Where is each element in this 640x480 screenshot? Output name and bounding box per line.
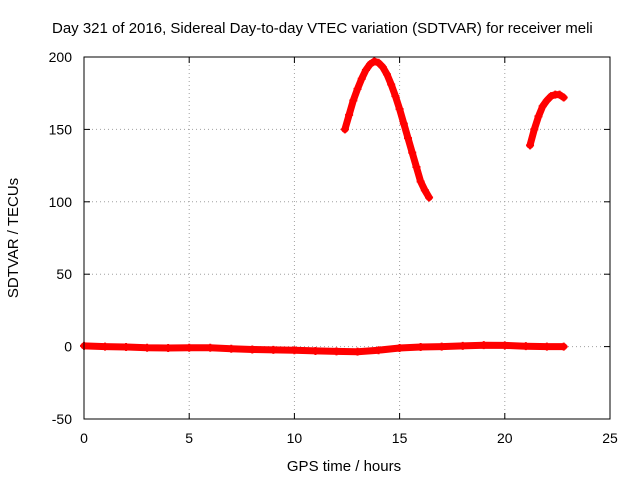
data-point-arc-2 — [538, 102, 547, 111]
data-point-baseline — [122, 343, 131, 352]
data-point-baseline — [521, 342, 530, 351]
data-point-arc-1 — [425, 193, 434, 202]
data-point-arc-2 — [555, 90, 564, 99]
data-point-arc-1 — [357, 74, 366, 83]
data-point-arc-1 — [399, 119, 408, 128]
data-point-baseline — [500, 341, 509, 350]
data-point-arc-1 — [374, 58, 383, 67]
data-point-arc-1 — [366, 60, 375, 69]
data-point-baseline — [437, 342, 446, 351]
data-point-baseline — [353, 347, 362, 356]
data-point-arc-1 — [395, 105, 404, 114]
data-point-baseline — [227, 344, 236, 353]
data-point-baseline — [374, 346, 383, 355]
x-tick-label: 25 — [602, 430, 618, 446]
y-tick-label: 100 — [49, 194, 73, 210]
y-tick-label: 50 — [56, 266, 72, 282]
x-tick-label: 15 — [392, 430, 408, 446]
data-series — [80, 57, 568, 356]
plot-frame — [83, 56, 611, 420]
data-point-arc-1 — [353, 84, 362, 93]
x-tick-label: 5 — [185, 430, 193, 446]
y-tick-label: -50 — [52, 411, 72, 427]
data-point-baseline — [101, 342, 110, 351]
data-point-arc-2 — [530, 125, 539, 134]
data-point-arc-1 — [416, 177, 425, 186]
data-point-arc-2 — [542, 96, 551, 105]
data-point-baseline — [290, 346, 299, 355]
data-point-baseline — [479, 341, 488, 350]
data-point-arc-1 — [412, 163, 421, 172]
data-point-arc-1 — [378, 63, 387, 72]
x-tick-label: 10 — [287, 430, 303, 446]
y-tick-label: 0 — [64, 339, 72, 355]
data-point-arc-1 — [382, 70, 391, 79]
x-tick-label: 20 — [497, 430, 513, 446]
data-point-arc-1 — [387, 80, 396, 89]
data-point-baseline — [164, 344, 173, 353]
data-point-baseline — [185, 343, 194, 352]
data-point-baseline — [311, 346, 320, 355]
x-axis-ticks: 0 5 10 15 20 25 — [80, 57, 618, 446]
y-axis-ticks: -50 0 50 100 150 200 — [49, 49, 610, 427]
data-point-baseline — [206, 343, 215, 352]
data-point-baseline — [458, 341, 467, 350]
data-point-arc-2 — [559, 93, 568, 102]
data-point-arc-2 — [547, 92, 556, 101]
data-point-arc-1 — [340, 125, 349, 134]
data-point-arc-1 — [404, 134, 413, 143]
data-point-arc-1 — [361, 66, 370, 75]
data-point-arc-1 — [349, 96, 358, 105]
data-point-arc-2 — [534, 112, 543, 121]
series-line-baseline — [80, 341, 568, 356]
data-point-baseline — [143, 343, 152, 352]
y-tick-label: 200 — [49, 49, 73, 65]
chart-title: Day 321 of 2016, Sidereal Day-to-day VTE… — [52, 20, 593, 37]
data-point-baseline — [542, 342, 551, 351]
data-point-baseline — [395, 344, 404, 353]
data-point-arc-1 — [345, 110, 354, 119]
data-point-arc-2 — [526, 141, 535, 150]
data-point-arc-1 — [370, 57, 379, 66]
data-point-baseline — [416, 343, 425, 352]
data-point-baseline — [332, 347, 341, 356]
data-point-baseline — [559, 342, 568, 351]
data-point-baseline — [248, 345, 257, 354]
y-axis-title: SDTVAR / TECUs — [5, 178, 22, 298]
data-point-arc-1 — [408, 148, 417, 157]
x-tick-label: 0 — [80, 430, 88, 446]
y-tick-label: 150 — [49, 121, 73, 137]
x-axis-title: GPS time / hours — [287, 458, 401, 475]
data-point-arc-1 — [420, 186, 429, 195]
data-point-arc-1 — [391, 92, 400, 101]
data-point-baseline — [269, 345, 278, 354]
